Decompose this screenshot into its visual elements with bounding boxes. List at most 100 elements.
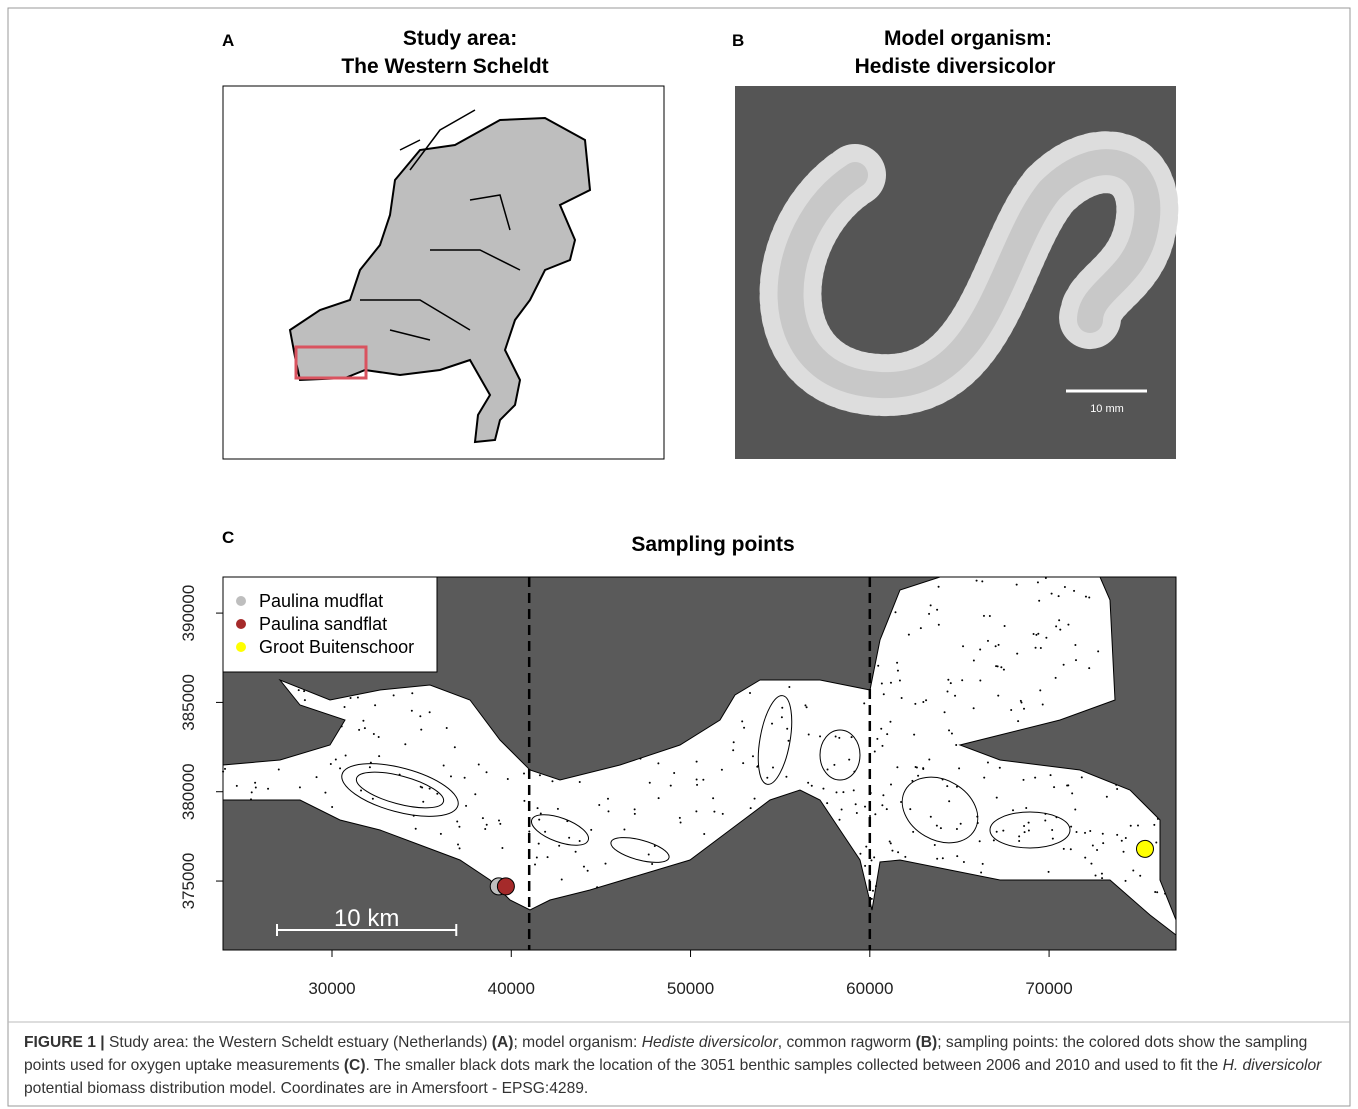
sample-dot	[1044, 812, 1047, 815]
sample-dot	[1017, 720, 1020, 723]
sample-dot	[855, 812, 858, 815]
sample-dot	[1124, 879, 1127, 882]
sample-dot	[574, 850, 577, 853]
sample-dot	[853, 770, 856, 773]
sample-dot	[596, 886, 599, 889]
sample-dot	[994, 645, 997, 648]
sample-dot	[485, 771, 488, 774]
sample-dot	[981, 580, 984, 583]
sample-dot	[679, 821, 682, 824]
panel-title: Model organism:	[884, 27, 1052, 50]
sample-dot	[481, 817, 484, 820]
sample-dot	[873, 856, 876, 859]
sample-dot	[780, 716, 783, 719]
sample-dot	[669, 784, 672, 787]
scale-bar-label: 10 km	[334, 905, 399, 932]
panel-title: Study area:	[403, 27, 517, 50]
sample-dot	[1088, 596, 1091, 599]
sample-dot	[590, 828, 593, 831]
sample-dot	[986, 639, 989, 642]
sample-dot	[702, 778, 705, 781]
sample-dot	[1105, 795, 1108, 798]
sample-dot	[1044, 819, 1047, 822]
sample-dot	[889, 842, 892, 845]
sample-dot	[477, 763, 480, 766]
sample-dot	[941, 778, 944, 781]
sample-dot	[1090, 862, 1093, 865]
sample-dot	[315, 776, 318, 779]
sample-dot	[1055, 816, 1058, 819]
sample-dot	[1010, 708, 1013, 711]
sample-dot	[582, 865, 585, 868]
sample-dot	[958, 767, 961, 770]
sample-dot	[888, 840, 891, 843]
sample-dot	[1155, 841, 1158, 844]
sample-dot	[955, 785, 958, 788]
sample-dot	[852, 789, 855, 792]
sample-dot	[648, 781, 651, 784]
sample-dot	[912, 830, 915, 833]
sample-dot	[1116, 833, 1119, 836]
sample-dot	[1084, 595, 1087, 598]
sample-dot	[840, 808, 843, 811]
sample-dot	[988, 615, 991, 618]
sample-dot	[1035, 633, 1038, 636]
sample-dot	[474, 793, 477, 796]
sample-dot	[1044, 577, 1047, 580]
sample-dot	[928, 758, 931, 761]
sample-dot	[604, 862, 607, 865]
x-tick-label: 60000	[846, 979, 893, 998]
sample-dot	[900, 696, 903, 699]
sample-dot	[810, 784, 813, 787]
sample-dot	[673, 771, 676, 774]
sample-dot	[1120, 839, 1123, 842]
sample-dot	[925, 699, 928, 702]
sample-dot	[941, 857, 944, 860]
sample-dot	[859, 852, 862, 855]
contours	[341, 695, 1071, 863]
x-tick-label: 30000	[308, 979, 355, 998]
sample-dot	[870, 859, 873, 862]
sample-dot	[972, 659, 975, 662]
sample-dot	[537, 842, 540, 845]
sample-dot	[869, 814, 872, 817]
sample-dot	[639, 757, 642, 760]
sample-dot	[249, 798, 252, 801]
sample-dot	[743, 726, 746, 729]
sample-dot	[1039, 689, 1042, 692]
legend-swatch	[236, 596, 246, 606]
sample-dot	[1062, 847, 1065, 850]
sample-dot	[499, 822, 502, 825]
panel-title: Hediste diversicolor	[855, 55, 1056, 78]
sample-dot	[1045, 636, 1048, 639]
sample-dot	[1129, 824, 1132, 827]
sample-dot	[1080, 776, 1083, 779]
sample-dot	[1025, 806, 1028, 809]
sample-dot	[404, 743, 407, 746]
sample-dot	[900, 801, 903, 804]
sample-dot	[1002, 829, 1005, 832]
sample-dot	[1038, 599, 1041, 602]
sample-dot	[751, 755, 754, 758]
sample-dot	[771, 722, 774, 725]
sample-dot	[556, 807, 559, 810]
sample-dot	[1059, 628, 1062, 631]
sample-dot	[1023, 831, 1026, 834]
sample-dot	[484, 828, 487, 831]
sample-dot	[653, 845, 656, 848]
sample-dot	[913, 733, 916, 736]
sample-dot	[535, 856, 538, 859]
sample-dot	[914, 702, 917, 705]
sample-dot	[568, 836, 571, 839]
sample-dot	[303, 690, 306, 693]
sample-dot	[528, 830, 531, 833]
sample-dot	[501, 847, 504, 850]
sample-dot	[946, 785, 949, 788]
sample-dot	[544, 830, 547, 833]
sample-dot	[874, 885, 877, 888]
sample-dot	[766, 776, 769, 779]
sample-dot	[538, 818, 541, 821]
sample-dot	[1074, 659, 1077, 662]
sample-dot	[929, 604, 932, 607]
